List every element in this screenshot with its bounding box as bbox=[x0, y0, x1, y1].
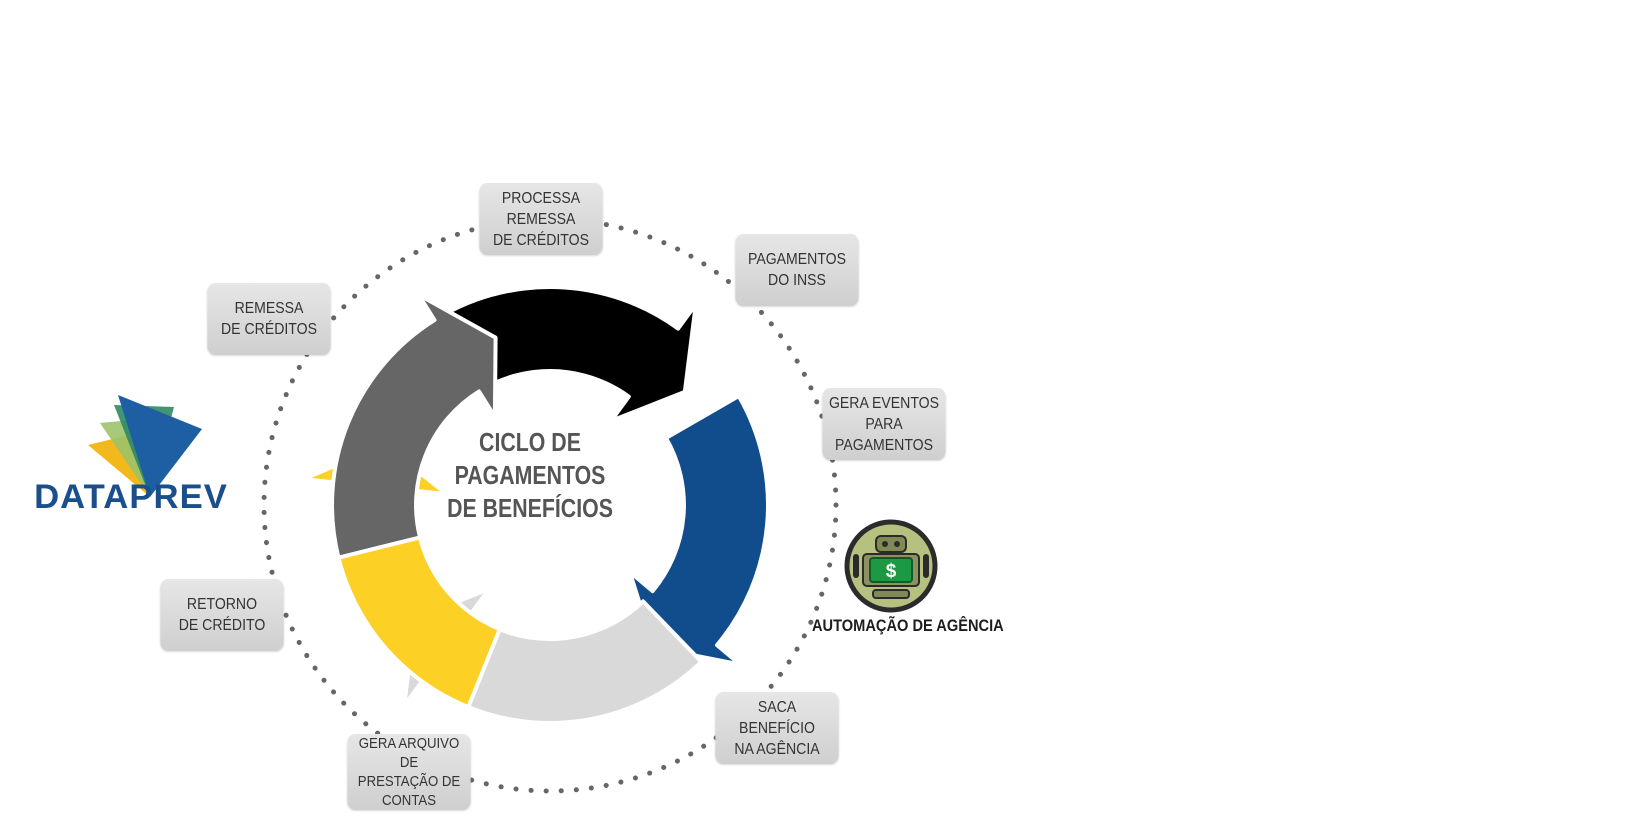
arrow-darkgray bbox=[330, 292, 498, 560]
step-saca-beneficio: SACA BENEFÍCIO NA AGÊNCIA bbox=[715, 692, 839, 764]
step-remessa-creditos: REMESSA DE CRÉDITOS bbox=[207, 283, 331, 355]
step-processa-remessa: PROCESSA REMESSA DE CRÉDITOS bbox=[479, 183, 603, 255]
dataprev-logo-mark bbox=[88, 395, 202, 497]
svg-text:$: $ bbox=[886, 561, 897, 582]
cycle-title: CICLO DE PAGAMENTOS DE BENEFÍCIOS bbox=[447, 427, 613, 523]
step-gera-arquivo: GERA ARQUIVO DE PRESTAÇÃO DE CONTAS bbox=[347, 734, 471, 810]
arrow-blue bbox=[627, 394, 770, 667]
automation-label: AUTOMAÇÃO DE AGÊNCIA bbox=[812, 616, 1004, 635]
dataprev-logo-text: DATAPREV bbox=[34, 478, 228, 516]
dotted-orbit bbox=[261, 216, 839, 794]
step-pagamentos-inss: PAGAMENTOS DO INSS bbox=[735, 234, 859, 306]
step-retorno-credito: RETORNO DE CRÉDITO bbox=[160, 579, 284, 651]
step-gera-eventos: GERA EVENTOS PARA PAGAMENTOS bbox=[822, 388, 946, 460]
robot-money-icon: $ bbox=[844, 519, 938, 613]
